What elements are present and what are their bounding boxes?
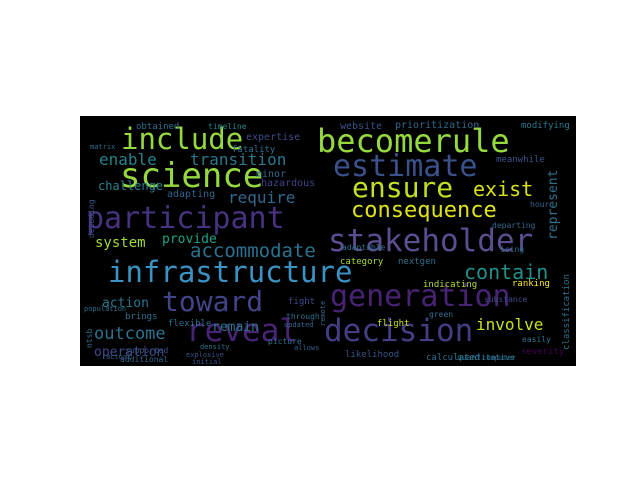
cloud-word: ranking [512, 279, 550, 289]
cloud-word: action [102, 296, 149, 311]
cloud-word: infrastructure [108, 255, 353, 289]
cloud-word: remote [319, 300, 327, 326]
cloud-word: flexible [168, 319, 212, 329]
cloud-word: reveal [186, 313, 298, 349]
cloud-word: remain [212, 320, 259, 335]
cloud-word: easily [522, 335, 551, 344]
cloud-word: adaptable [342, 243, 386, 252]
cloud-word: likelihood [345, 350, 400, 360]
cloud-word: hazardous [261, 178, 316, 189]
cloud-word: obtained [136, 122, 180, 132]
cloud-word: indicating [423, 280, 478, 290]
cloud-word: require [228, 188, 296, 207]
cloud-word: expertise [246, 132, 301, 143]
cloud-word: green [429, 310, 454, 319]
cloud-word: modifying [521, 121, 570, 131]
cloud-word: outcome [94, 324, 166, 344]
cloud-word: involve [476, 315, 544, 334]
cloud-word: include [121, 122, 244, 156]
cloud-word: becomerule [317, 122, 510, 160]
cloud-word: allows [294, 344, 320, 352]
cloud-word: ntsb [85, 328, 94, 348]
cloud-word: fatality [232, 145, 276, 155]
cloud-word: brings [125, 312, 158, 322]
cloud-word: contain [464, 260, 549, 284]
cloud-word: stakeholder [328, 223, 534, 259]
cloud-word: minor [256, 169, 287, 180]
cloud-word: explosive [186, 351, 224, 359]
cloud-word: adapting [167, 189, 216, 200]
cloud-word: actual [106, 353, 132, 361]
cloud-word: flight [377, 319, 410, 329]
cloud-word: prioritization [395, 120, 480, 131]
cloud-word: computer [482, 354, 516, 362]
cloud-word: through [286, 312, 320, 321]
cloud-word: transition [190, 150, 287, 169]
cloud-word: timeline [208, 122, 247, 131]
cloud-word: additional [120, 355, 169, 364]
cloud-word: category [340, 257, 384, 267]
cloud-word: meanwhile [496, 155, 545, 165]
cloud-word: toward [162, 285, 264, 318]
cloud-word: participant [86, 201, 285, 236]
cloud-word: picture [268, 337, 302, 346]
cloud-word: supported [125, 346, 169, 355]
cloud-word: severity [521, 347, 565, 357]
cloud-word: website [340, 121, 383, 132]
cloud-word: hour [530, 200, 550, 209]
cloud-word: challenge [98, 179, 164, 193]
cloud-word: exist [473, 177, 534, 201]
cloud-word: operation [94, 345, 165, 360]
cloud-word: initial [192, 358, 222, 366]
cloud-word: population [84, 305, 127, 313]
cloud-word: matrix [90, 143, 116, 151]
cloud-word: substance [484, 295, 528, 304]
cloud-word: estimate [333, 149, 478, 184]
cloud-word: density [200, 343, 230, 351]
cloud-word: consequence [351, 198, 497, 223]
cloud-word: classification [562, 274, 572, 350]
word-cloud: include becomerule science estimate ensu… [80, 116, 576, 366]
cloud-word: ensure [352, 171, 454, 204]
cloud-word: system [95, 235, 146, 251]
cloud-word: decoding [87, 199, 96, 238]
cloud-word: provide [162, 232, 217, 247]
cloud-word: quantitative [457, 353, 515, 362]
cloud-word: icing [500, 245, 525, 254]
cloud-word: fight [288, 297, 316, 307]
cloud-word: enable [99, 150, 157, 169]
cloud-word: science [120, 156, 264, 196]
cloud-word: accommodate [190, 240, 316, 262]
cloud-word: updated [284, 321, 314, 329]
cloud-word: decision [324, 313, 474, 349]
cloud-word: departing [492, 221, 536, 230]
cloud-word: generation [330, 279, 511, 314]
cloud-word: calculated [426, 353, 481, 363]
cloud-word: nextgen [398, 257, 436, 267]
